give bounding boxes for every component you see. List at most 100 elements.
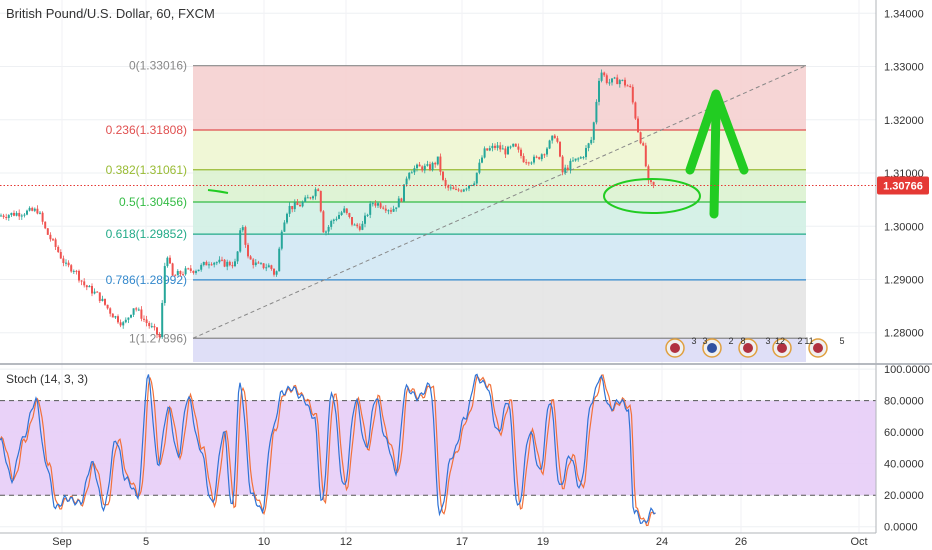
candle-body <box>390 210 392 212</box>
candle-body <box>127 317 130 320</box>
candle-body <box>163 266 166 303</box>
candle-body <box>49 234 52 240</box>
candle-body <box>514 143 517 147</box>
event-flag-inner <box>743 343 753 353</box>
candle-body <box>299 205 301 207</box>
candle-body <box>429 164 431 171</box>
price-tick-label: 1.30000 <box>884 221 924 233</box>
candle-body <box>319 190 322 212</box>
candle-body <box>192 270 195 273</box>
candle-body <box>574 158 577 161</box>
candle-body <box>540 154 543 160</box>
stoch-tick-label: 40.0000 <box>884 459 924 471</box>
candle-body <box>369 203 372 215</box>
candle-body <box>104 298 106 305</box>
candle-body <box>522 155 525 163</box>
candle-body <box>31 207 34 211</box>
event-count: 2 <box>728 336 733 346</box>
candle-body <box>371 203 374 205</box>
event-flag-inner <box>813 343 823 353</box>
candle-body <box>512 143 515 147</box>
candle-body <box>184 268 187 275</box>
candle-body <box>231 265 234 267</box>
candle-body <box>39 212 41 214</box>
candle-body <box>124 319 127 323</box>
candle-body <box>0 215 2 217</box>
fibonacci-retracement[interactable]: 0(1.33016) 0.236(1.31808) 0.382(1.31061) 0.… <box>106 59 806 362</box>
event-count: 11 <box>804 336 813 346</box>
candle-body <box>327 226 330 232</box>
candle-body <box>257 262 260 264</box>
candle-body <box>631 86 634 103</box>
candle-body <box>626 85 629 87</box>
candle-body <box>148 323 151 327</box>
candle-body <box>218 259 221 263</box>
candle-body <box>353 224 356 226</box>
candle-body <box>122 322 125 326</box>
fib-level-label: 0.382(1.31061) <box>106 163 187 177</box>
candle-body <box>57 246 60 253</box>
candle-body <box>553 135 556 139</box>
candle-body <box>595 101 598 123</box>
candle-body <box>41 212 44 222</box>
stochastic-panel <box>0 373 876 527</box>
candle-body <box>572 160 574 162</box>
stoch-tick-label: 100.0000 <box>884 364 930 376</box>
x-tick-label: 17 <box>456 536 468 548</box>
current-price-badge <box>877 176 929 195</box>
candle-body <box>343 208 346 213</box>
candle-body <box>504 148 507 155</box>
candle-body <box>83 281 86 286</box>
stoch-title: Stoch (14, 3, 3) <box>6 372 89 386</box>
candle-body <box>527 162 530 164</box>
candle-body <box>603 72 606 76</box>
price-candles <box>0 69 655 339</box>
candle-body <box>208 264 210 266</box>
candle-body <box>431 162 434 171</box>
candle-body <box>577 158 580 160</box>
candle-body <box>548 140 551 149</box>
x-tick-label: Sep <box>52 536 72 548</box>
candle-body <box>249 256 252 260</box>
candle-body <box>156 327 158 335</box>
candle-body <box>72 270 75 272</box>
candle-body <box>166 257 169 267</box>
candle-body <box>564 167 567 173</box>
candle-body <box>215 262 218 264</box>
candle-body <box>36 208 39 214</box>
candle-body <box>618 80 621 85</box>
x-tick-label: 24 <box>656 536 668 548</box>
candle-body <box>252 259 255 266</box>
candle-body <box>364 215 366 224</box>
candle-body <box>569 160 572 170</box>
candle-body <box>356 224 359 227</box>
candle-body <box>325 231 327 233</box>
candle-body <box>176 271 179 276</box>
candle-body <box>457 189 460 191</box>
candle-body <box>301 201 304 207</box>
fib-zone <box>193 338 806 362</box>
event-flag-inner <box>707 343 717 353</box>
candle-body <box>491 145 494 149</box>
candle-body <box>119 322 122 326</box>
candle-body <box>132 308 135 315</box>
candle-body <box>59 252 62 259</box>
candle-body <box>20 215 23 217</box>
stoch-band <box>0 400 876 496</box>
candle-body <box>639 132 642 144</box>
candle-body <box>475 172 478 184</box>
candle-body <box>418 164 421 167</box>
candle-body <box>2 215 5 218</box>
economic-events[interactable]: 3 3 2 8 3 12 2 11 5 <box>665 336 845 358</box>
candle-body <box>239 230 242 252</box>
candle-body <box>143 318 145 320</box>
candle-body <box>267 265 270 268</box>
price-tick-label: 1.32000 <box>884 115 924 127</box>
candle-body <box>85 285 88 288</box>
fib-zone <box>193 234 806 280</box>
candle-body <box>91 285 93 294</box>
candle-body <box>444 179 447 186</box>
event-count: 3 <box>691 336 696 346</box>
candle-body <box>650 180 652 182</box>
